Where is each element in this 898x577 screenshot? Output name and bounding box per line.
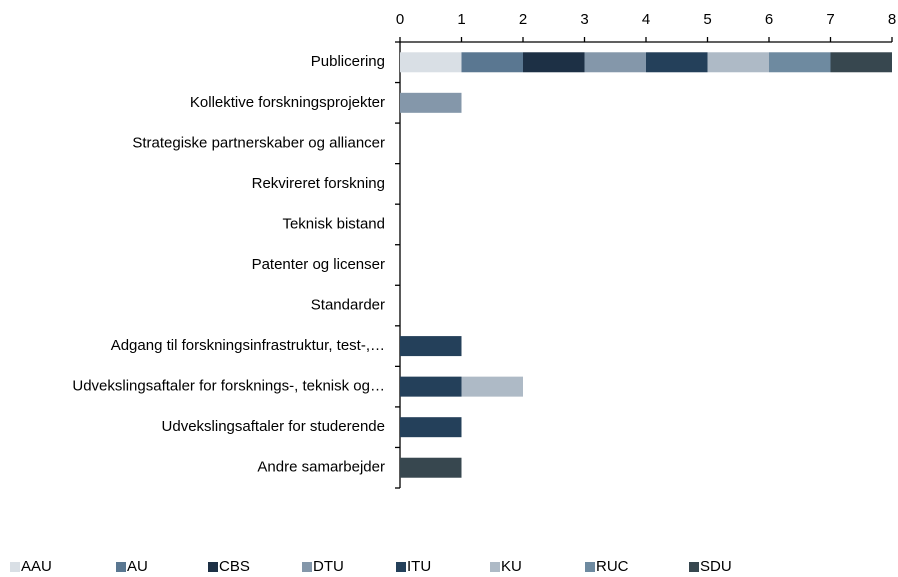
legend-label: AU [127,558,148,575]
x-tick-label: 8 [888,11,896,28]
legend-label: AAU [21,558,52,575]
y-tick-label: Strategiske partnerskaber og alliancer [132,134,385,151]
x-tick-label: 6 [765,11,773,28]
legend-marker [490,562,500,572]
bar [584,52,646,73]
y-tick-label: Standarder [311,297,385,314]
y-tick-label: Teknisk bistand [282,215,385,232]
x-tick-label: 5 [703,11,711,28]
legend-label: DTU [313,558,344,575]
bar [646,52,708,73]
legend-marker [396,562,406,572]
bar [400,92,462,113]
legend-marker [302,562,312,572]
y-tick-label: Udvekslingsaftaler for forsknings-, tekn… [72,378,385,395]
legend-label: SDU [700,558,732,575]
x-tick-label: 4 [642,11,650,28]
y-tick-label: Andre samarbejder [257,459,385,476]
y-tick-label: Kollektive forskningsprojekter [190,94,385,111]
y-tick-label: Adgang til forskningsinfrastruktur, test… [111,337,385,354]
x-tick-label: 1 [457,11,465,28]
bar [400,52,462,73]
bar [400,336,462,357]
y-tick-label: Udvekslingsaftaler for studerende [162,418,385,435]
bar [461,52,523,73]
legend-label: KU [501,558,522,575]
x-tick-label: 0 [396,11,404,28]
x-tick-label: 7 [826,11,834,28]
bar [461,376,523,397]
legend-marker [10,562,20,572]
bar [830,52,892,73]
bar [707,52,769,73]
y-tick-label: Publicering [311,53,385,70]
legend-marker [208,562,218,572]
legend-label: RUC [596,558,629,575]
legend-marker [116,562,126,572]
bar [769,52,831,73]
y-tick-label: Patenter og licenser [252,256,385,273]
legend-label: CBS [219,558,250,575]
legend-marker [585,562,595,572]
x-tick-label: 3 [580,11,588,28]
bar [523,52,585,73]
legend-label: ITU [407,558,431,575]
bar [400,457,462,478]
y-tick-label: Rekvireret forskning [252,175,385,192]
x-tick-label: 2 [519,11,527,28]
bar [400,376,462,397]
bar [400,417,462,438]
legend-marker [689,562,699,572]
